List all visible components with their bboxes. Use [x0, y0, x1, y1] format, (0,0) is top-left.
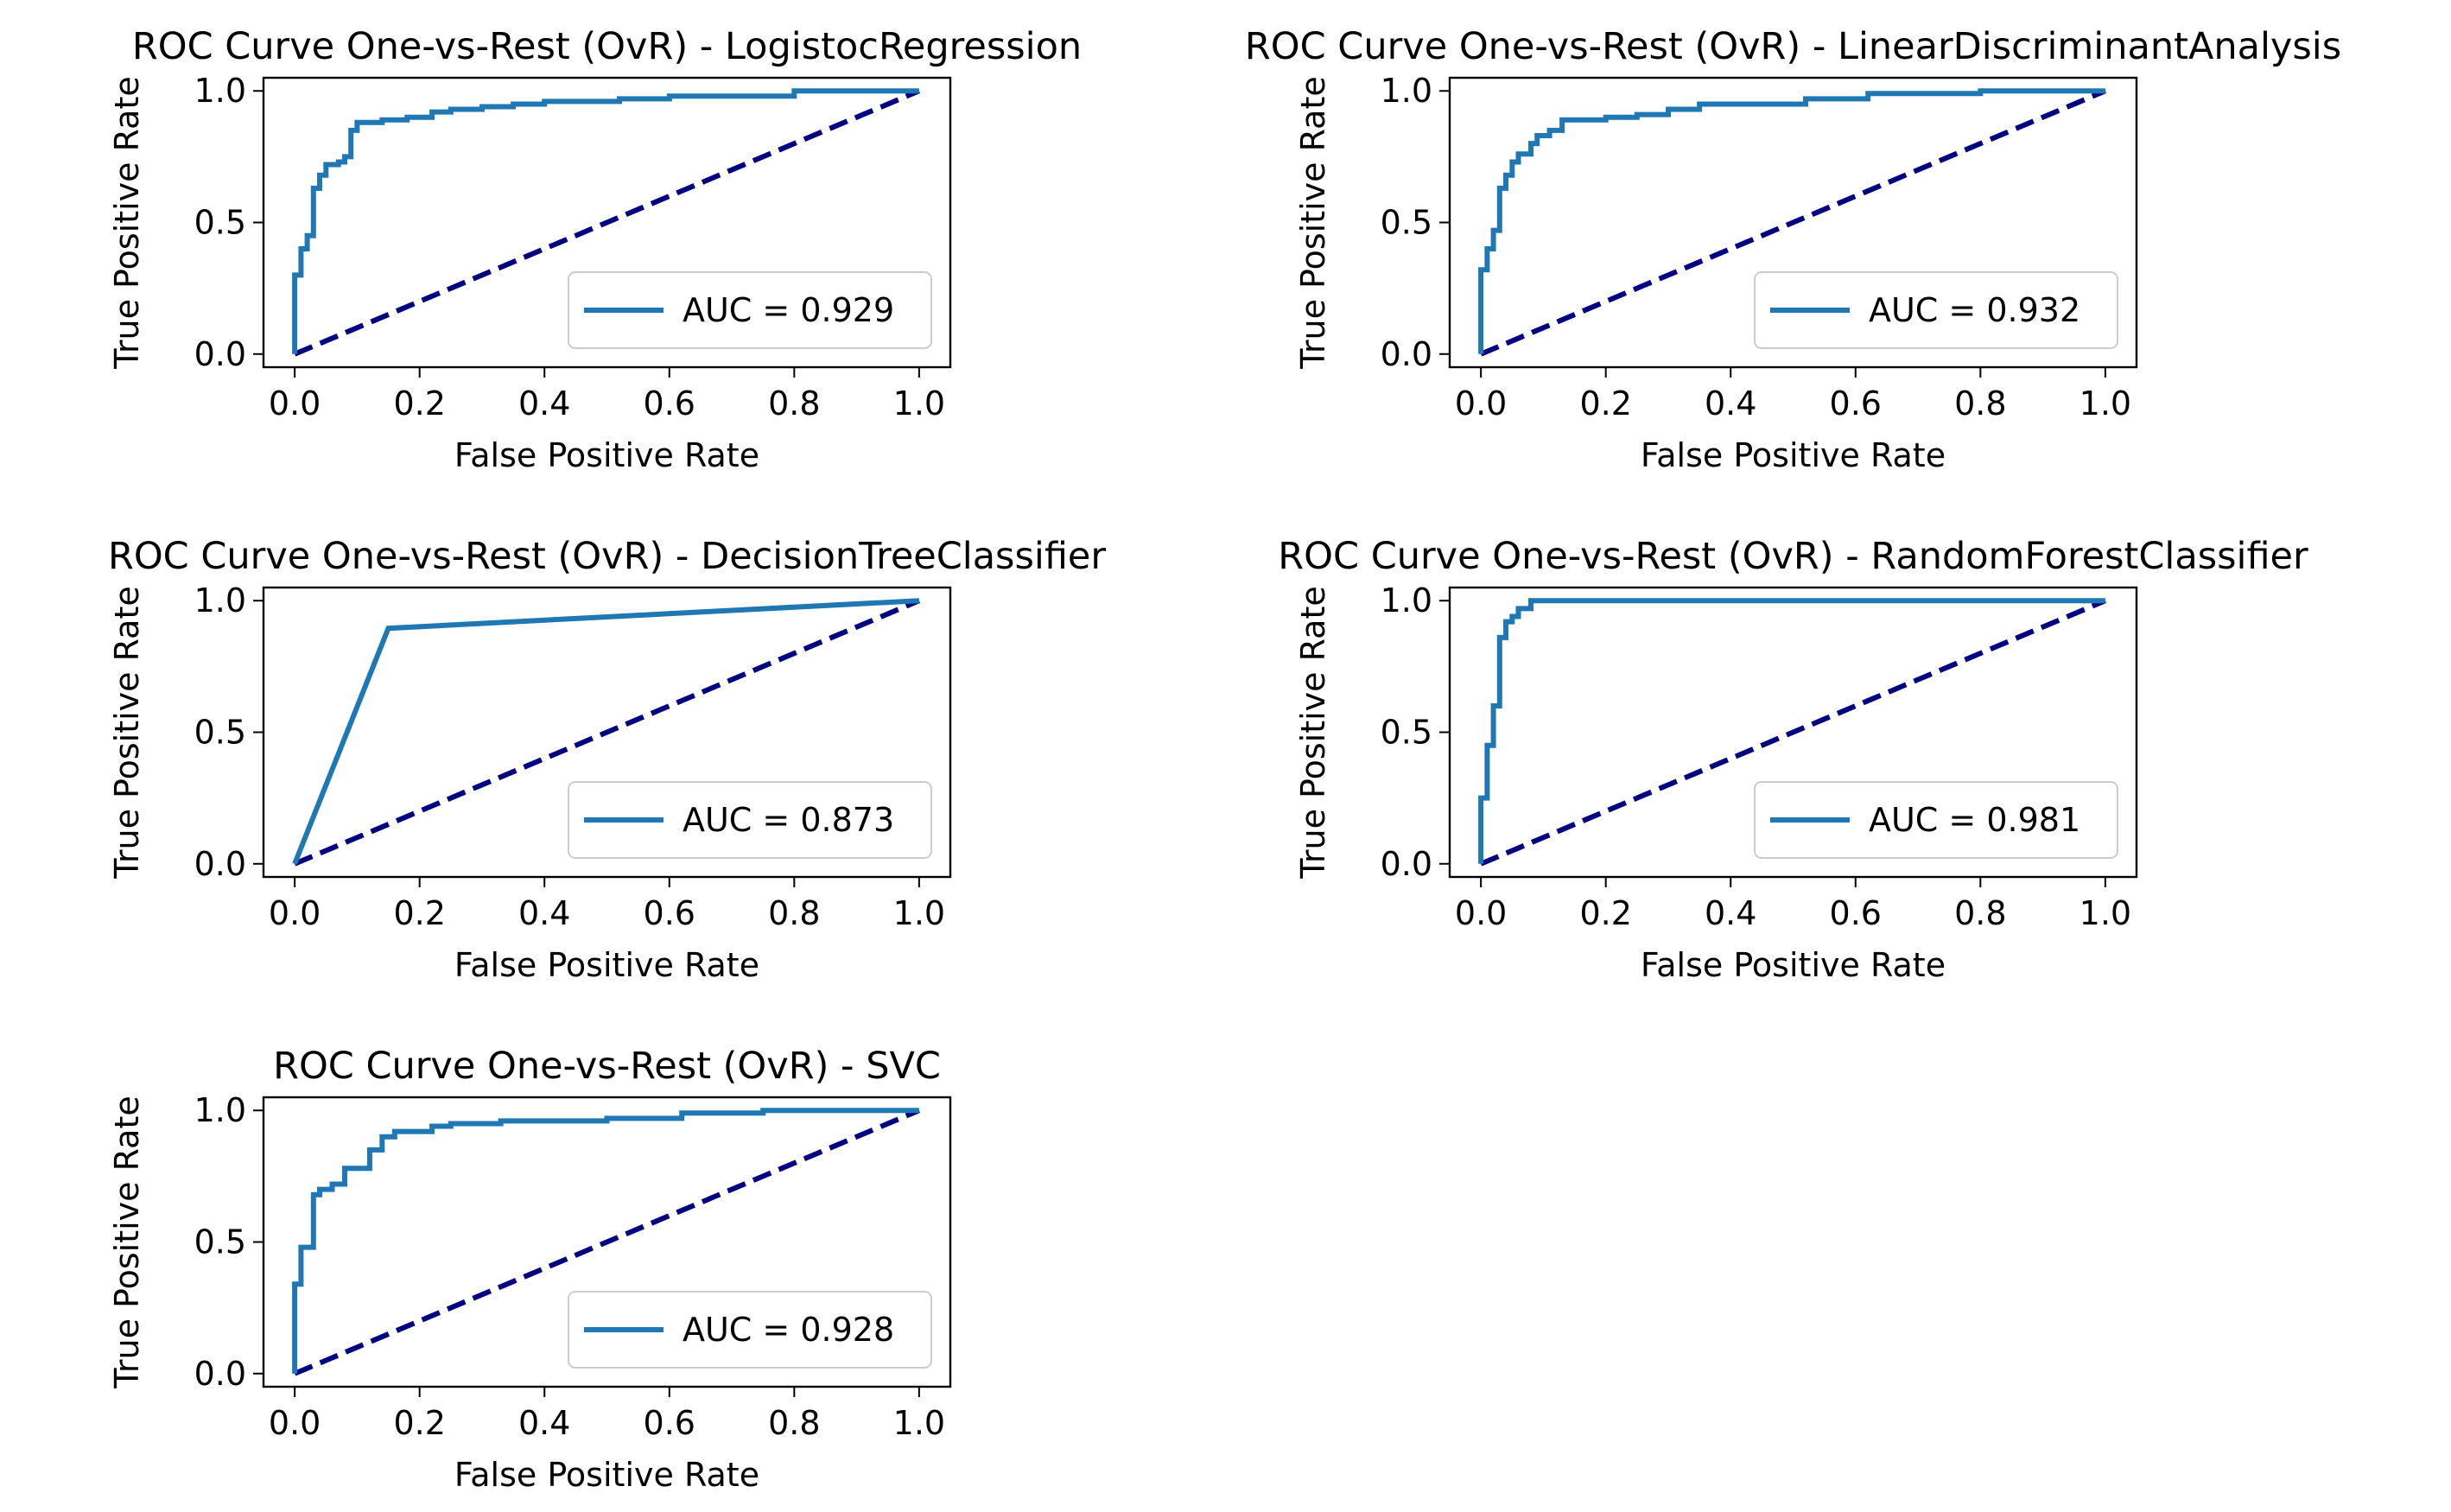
x-tick-label: 0.6 [644, 894, 695, 932]
roc-curve-series [1478, 598, 2105, 864]
x-tick-label: 1.0 [2080, 384, 2131, 422]
legend-entry: AUC = 0.932 [1869, 291, 2080, 329]
x-tick-label: 0.4 [518, 384, 570, 422]
x-tick-label: 0.0 [269, 1404, 321, 1442]
y-tick-label: 0.0 [1381, 335, 1432, 373]
chart-panel: ROC Curve One-vs-Rest (OvR) - DecisionTr… [108, 535, 1106, 984]
x-axis-label: False Positive Rate [1641, 436, 1946, 474]
roc-curve-series [292, 1108, 919, 1374]
y-tick-label: 0.0 [1381, 845, 1432, 883]
y-tick-label: 0.0 [194, 1355, 246, 1393]
x-axis-label: False Positive Rate [454, 436, 759, 474]
chart-title: ROC Curve One-vs-Rest (OvR) - RandomFore… [1278, 535, 2308, 578]
legend-box [1754, 781, 2118, 859]
y-tick-label: 0.5 [1381, 204, 1432, 242]
x-tick-label: 0.8 [1954, 384, 2006, 422]
x-tick-label: 0.6 [1830, 894, 1882, 932]
chance-diagonal-line [293, 1108, 921, 1376]
x-tick-label: 1.0 [893, 1404, 945, 1442]
x-tick-label: 0.2 [393, 894, 445, 932]
x-tick-label: 1.0 [893, 384, 945, 422]
chance-diagonal-line [293, 598, 921, 867]
y-axis-label: True Positive Rate [1294, 76, 1332, 370]
y-tick-label: 0.5 [194, 1223, 246, 1261]
x-axis-label: False Positive Rate [1641, 946, 1946, 984]
y-tick-label: 1.0 [194, 581, 246, 619]
chart-title: ROC Curve One-vs-Rest (OvR) - LinearDisc… [1245, 25, 2341, 68]
legend-box [1754, 271, 2118, 349]
x-tick-label: 0.6 [644, 384, 695, 422]
x-tick-label: 0.4 [518, 1404, 570, 1442]
x-tick-label: 0.0 [1455, 384, 1507, 422]
chart-title: ROC Curve One-vs-Rest (OvR) - LogistocRe… [132, 25, 1082, 68]
x-tick-label: 0.4 [1705, 384, 1756, 422]
x-tick-label: 0.4 [1705, 894, 1756, 932]
y-tick-label: 0.0 [194, 845, 246, 883]
x-tick-label: 1.0 [893, 894, 945, 932]
chart-title: ROC Curve One-vs-Rest (OvR) - DecisionTr… [108, 535, 1106, 578]
x-tick-label: 1.0 [2080, 894, 2131, 932]
x-tick-label: 0.2 [1579, 894, 1631, 932]
legend-box [568, 1291, 932, 1369]
x-tick-label: 0.0 [269, 384, 321, 422]
x-tick-label: 0.8 [1954, 894, 2006, 932]
x-tick-label: 0.2 [1579, 384, 1631, 422]
x-axis-label: False Positive Rate [454, 946, 759, 984]
chart-title: ROC Curve One-vs-Rest (OvR) - SVC [273, 1045, 941, 1088]
y-tick-label: 0.0 [194, 335, 246, 373]
y-tick-label: 1.0 [194, 1091, 246, 1129]
chart-panel: ROC Curve One-vs-Rest (OvR) - LogistocRe… [108, 25, 1082, 474]
y-axis-label: True Positive Rate [108, 76, 146, 370]
x-tick-label: 0.8 [768, 1404, 820, 1442]
legend-entry: AUC = 0.928 [683, 1311, 894, 1349]
legend-entry: AUC = 0.929 [683, 291, 894, 329]
x-axis-label: False Positive Rate [454, 1456, 759, 1494]
chance-diagonal-line [1479, 88, 2107, 357]
legend-box [568, 271, 932, 349]
roc-curve-series [1478, 88, 2105, 354]
y-tick-label: 0.5 [194, 204, 246, 242]
x-tick-label: 0.0 [269, 894, 321, 932]
x-tick-label: 0.0 [1455, 894, 1507, 932]
y-axis-label: True Positive Rate [108, 586, 146, 880]
legend-box [568, 781, 932, 859]
y-tick-label: 0.5 [194, 714, 246, 752]
chart-panel: ROC Curve One-vs-Rest (OvR) - LinearDisc… [1245, 25, 2341, 474]
y-tick-label: 0.5 [1381, 714, 1432, 752]
y-tick-label: 1.0 [1381, 72, 1432, 110]
chance-diagonal-line [1479, 598, 2107, 867]
x-tick-label: 0.8 [768, 384, 820, 422]
x-tick-label: 0.8 [768, 894, 820, 932]
legend-entry: AUC = 0.873 [683, 801, 894, 839]
y-tick-label: 1.0 [194, 72, 246, 110]
x-tick-label: 0.6 [1830, 384, 1882, 422]
y-axis-label: True Positive Rate [1294, 586, 1332, 880]
y-axis-label: True Positive Rate [108, 1096, 146, 1389]
chance-diagonal-line [293, 88, 921, 357]
chart-panel: ROC Curve One-vs-Rest (OvR) - RandomFore… [1278, 535, 2308, 984]
x-tick-label: 0.4 [518, 894, 570, 932]
legend-entry: AUC = 0.981 [1869, 801, 2080, 839]
x-tick-label: 0.2 [393, 384, 445, 422]
x-tick-label: 0.6 [644, 1404, 695, 1442]
x-tick-label: 0.2 [393, 1404, 445, 1442]
chart-panel: ROC Curve One-vs-Rest (OvR) - SVC 0.0 0.2 0… [108, 1045, 952, 1494]
roc-curve-series [292, 88, 919, 354]
roc-curve-series [292, 598, 920, 865]
y-tick-label: 1.0 [1381, 581, 1432, 619]
